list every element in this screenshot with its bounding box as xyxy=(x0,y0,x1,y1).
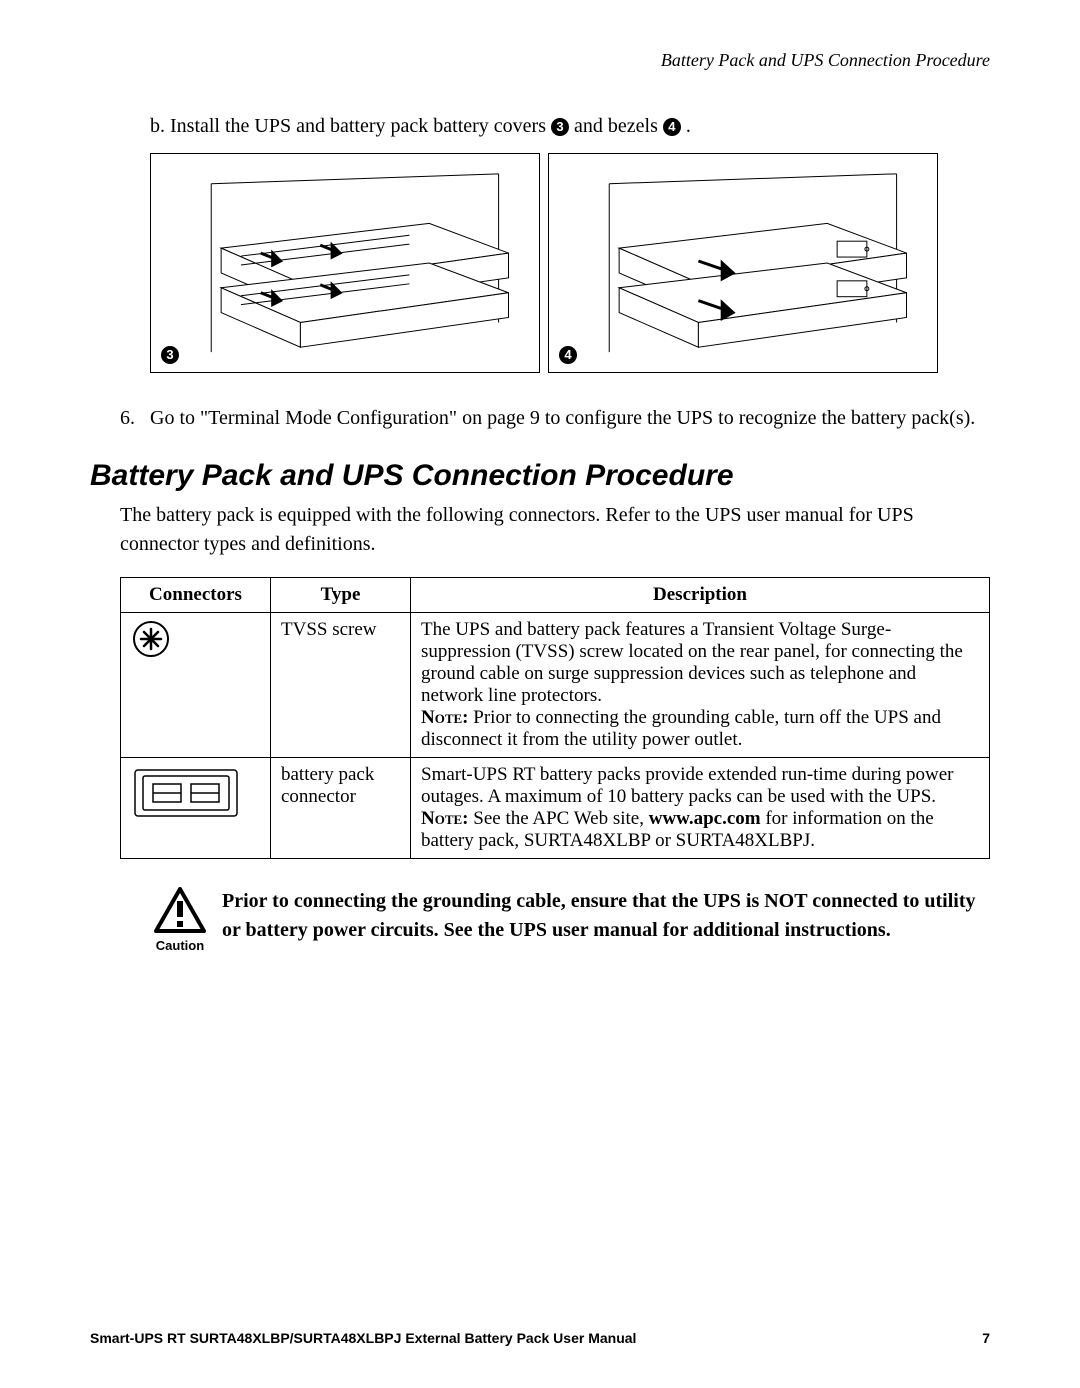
step-6-number: 6. xyxy=(120,403,150,433)
th-type: Type xyxy=(271,578,411,613)
rack-diagram-bezels xyxy=(549,154,937,372)
circled-number-4-inline: 4 xyxy=(663,118,681,136)
diagram-box-right: 4 xyxy=(548,153,938,373)
tvss-note-label: Note: xyxy=(421,707,469,728)
step-b-mid: and bezels xyxy=(574,115,663,137)
tvss-desc-2: Prior to connecting the grounding cable,… xyxy=(421,707,941,750)
th-description: Description xyxy=(411,578,990,613)
battery-note-label: Note: xyxy=(421,808,469,829)
step-6-text: Go to "Terminal Mode Configuration" on p… xyxy=(150,403,975,433)
caution-text: Prior to connecting the grounding cable,… xyxy=(222,887,980,945)
caution-triangle-icon xyxy=(154,887,206,933)
intro-paragraph: The battery pack is equipped with the fo… xyxy=(120,501,990,559)
step-b-suffix: . xyxy=(686,115,691,137)
footer-title: Smart-UPS RT SURTA48XLBP/SURTA48XLBPJ Ex… xyxy=(90,1330,636,1346)
rack-diagram-covers xyxy=(151,154,539,372)
diagram-label-3: 3 xyxy=(161,346,179,364)
caution-icon-wrap: Caution xyxy=(150,887,210,953)
td-type-battery: battery pack connector xyxy=(271,758,411,859)
footer-page-number: 7 xyxy=(982,1330,990,1346)
diagram-box-left: 3 xyxy=(150,153,540,373)
caution-block: Caution Prior to connecting the groundin… xyxy=(150,887,980,953)
table-header-row: Connectors Type Description xyxy=(121,578,990,613)
td-desc-tvss: The UPS and battery pack features a Tran… xyxy=(411,613,990,758)
step-b-line: b. Install the UPS and battery pack batt… xyxy=(150,111,990,141)
caution-label: Caution xyxy=(150,938,210,953)
tvss-desc-1: The UPS and battery pack features a Tran… xyxy=(421,619,963,706)
step-b-prefix: b. Install the UPS and battery pack batt… xyxy=(150,115,551,137)
step-6: 6. Go to "Terminal Mode Configuration" o… xyxy=(120,403,990,433)
section-heading: Battery Pack and UPS Connection Procedur… xyxy=(90,459,990,493)
battery-desc-url: www.apc.com xyxy=(649,808,761,829)
battery-desc-2a: See the APC Web site, xyxy=(469,808,649,829)
battery-connector-icon xyxy=(131,764,241,822)
table-row: TVSS screw The UPS and battery pack feat… xyxy=(121,613,990,758)
page-footer: Smart-UPS RT SURTA48XLBP/SURTA48XLBPJ Ex… xyxy=(90,1330,990,1346)
tvss-icon-cell xyxy=(121,613,271,758)
td-desc-battery: Smart-UPS RT battery packs provide exten… xyxy=(411,758,990,859)
tvss-screw-icon xyxy=(131,619,171,659)
table-row: battery pack connector Smart-UPS RT batt… xyxy=(121,758,990,859)
battery-desc-1: Smart-UPS RT battery packs provide exten… xyxy=(421,764,954,807)
diagram-row: 3 xyxy=(150,153,990,373)
diagram-label-4: 4 xyxy=(559,346,577,364)
battery-connector-icon-cell xyxy=(121,758,271,859)
th-connectors: Connectors xyxy=(121,578,271,613)
connectors-table: Connectors Type Description TVSS screw xyxy=(120,577,990,859)
td-type-tvss: TVSS screw xyxy=(271,613,411,758)
circled-number-3-inline: 3 xyxy=(551,118,569,136)
running-header: Battery Pack and UPS Connection Procedur… xyxy=(90,50,990,71)
